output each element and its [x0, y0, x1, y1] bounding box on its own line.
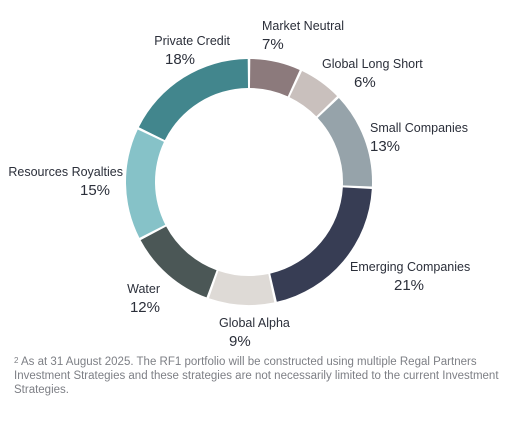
slice-resources-royalties — [126, 129, 166, 238]
donut-slices — [126, 59, 372, 305]
slice-water — [140, 226, 217, 298]
label-global-alpha: Global Alpha — [219, 316, 290, 330]
label-water: Water — [127, 282, 160, 296]
label-resources-royalties: Resources Royalties — [8, 165, 123, 179]
label-private-credit: Private Credit — [154, 34, 230, 48]
footnote-marker: 2 — [14, 356, 19, 365]
label-small-companies: Small Companies — [370, 121, 468, 135]
slice-global-long-short — [289, 71, 338, 117]
label-market-neutral: Market Neutral — [262, 19, 344, 33]
footnote: 2 As at 31 August 2025. The RF1 portfoli… — [14, 355, 514, 397]
slice-small-companies — [317, 98, 372, 187]
value-emerging-companies: 21% — [394, 277, 424, 294]
value-global-long-short: 6% — [354, 74, 376, 91]
value-small-companies: 13% — [370, 138, 400, 155]
slice-emerging-companies — [270, 187, 372, 302]
value-resources-royalties: 15% — [80, 182, 110, 199]
footnote-text: As at 31 August 2025. The RF1 portfolio … — [14, 356, 499, 396]
label-global-long-short: Global Long Short — [322, 57, 423, 71]
value-private-credit: 18% — [165, 51, 195, 68]
slice-private-credit — [138, 59, 249, 141]
donut-labels: Market Neutral 7% Global Long Short 6% Small… — [8, 19, 470, 350]
value-global-alpha: 9% — [229, 333, 251, 350]
donut-chart: Market Neutral 7% Global Long Short 6% Small… — [8, 19, 470, 350]
label-emerging-companies: Emerging Companies — [350, 260, 470, 274]
value-water: 12% — [130, 299, 160, 316]
slice-global-alpha — [208, 270, 275, 305]
value-market-neutral: 7% — [262, 36, 284, 53]
slice-market-neutral — [249, 59, 300, 97]
